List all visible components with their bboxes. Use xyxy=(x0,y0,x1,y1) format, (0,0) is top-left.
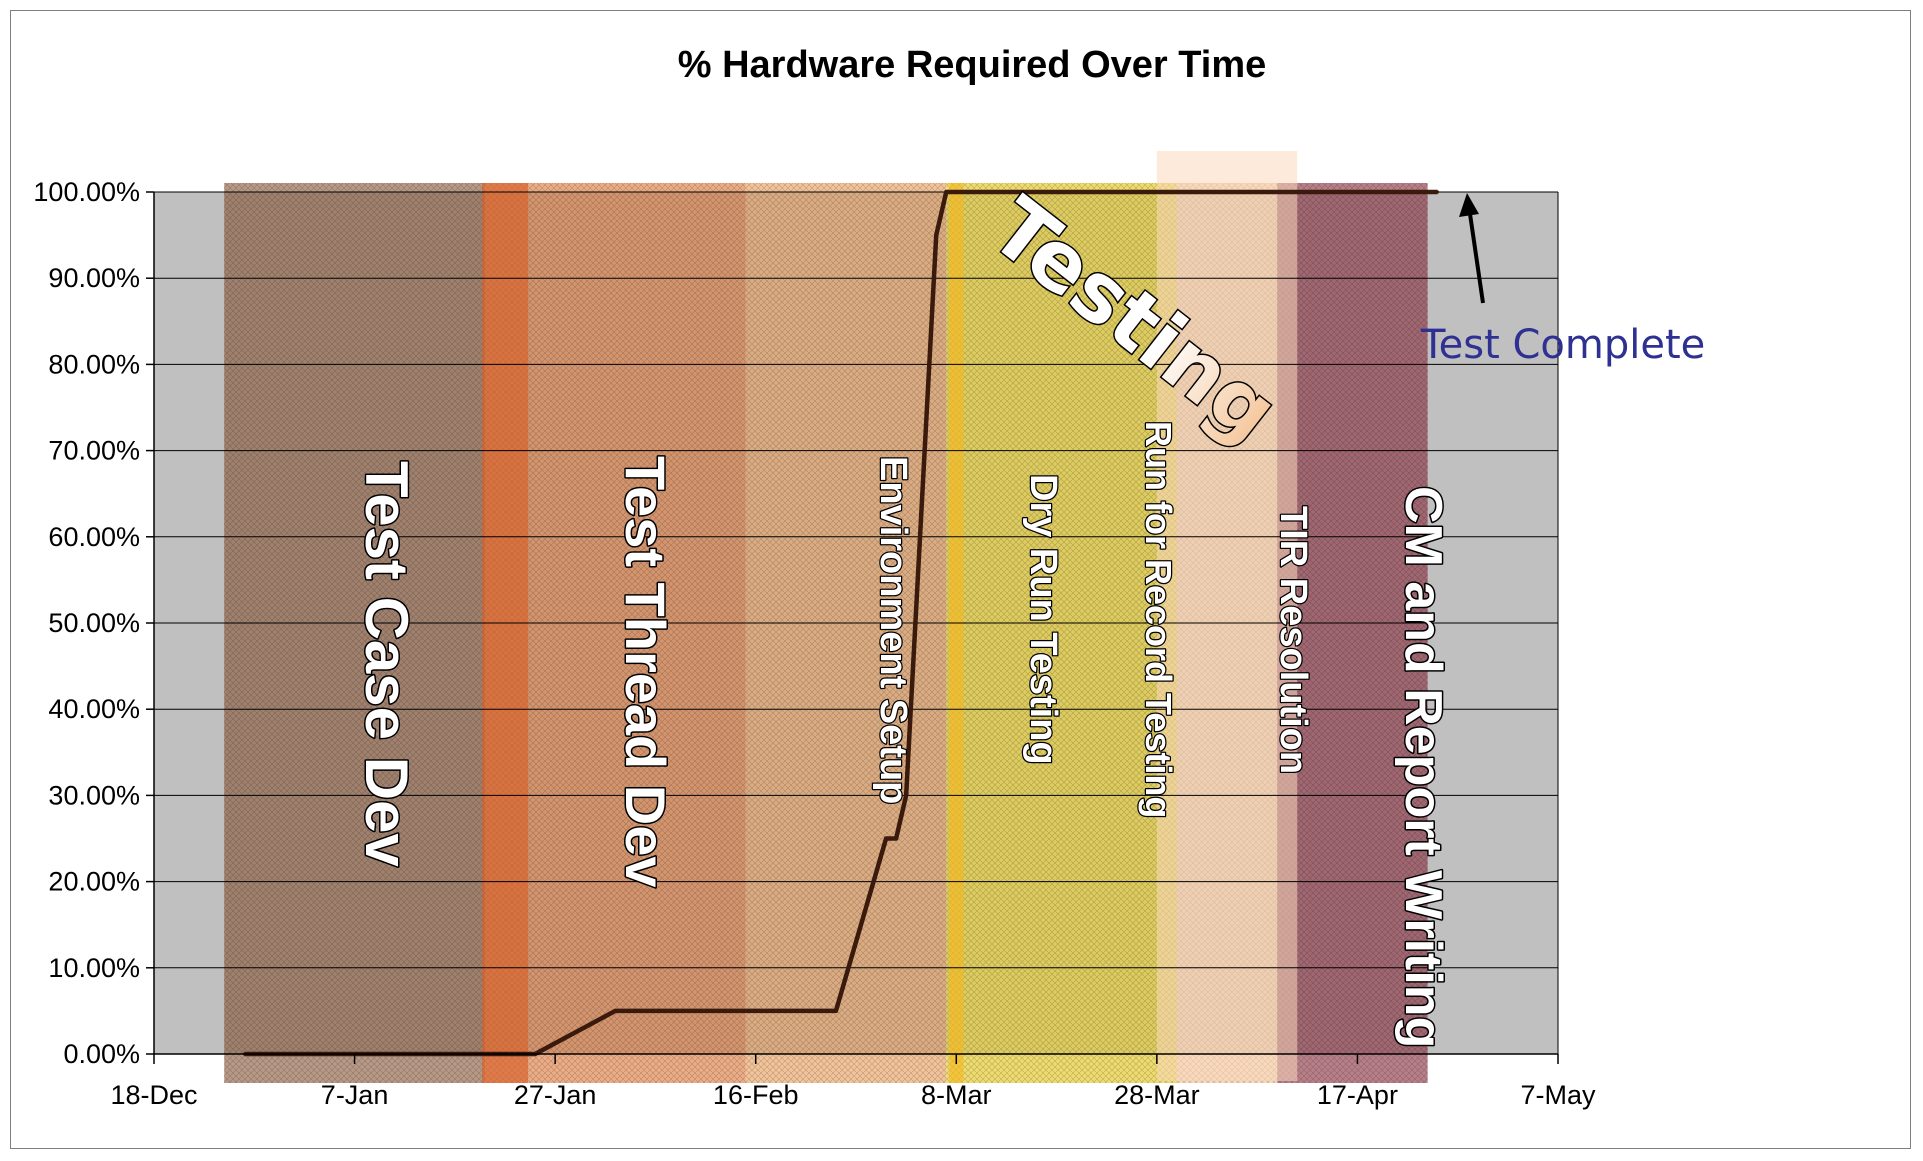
series-point xyxy=(944,190,948,194)
chart-title: % Hardware Required Over Time xyxy=(678,44,1267,86)
series-point xyxy=(834,1009,838,1013)
y-tick-label: 90.00% xyxy=(48,263,140,293)
x-tick-label: 18-Dec xyxy=(110,1080,197,1110)
x-tick-label: 16-Feb xyxy=(713,1080,799,1110)
phase-label-3: Dry Run Testing xyxy=(1022,474,1064,765)
axes: 0.00% 10.00% 20.00% 30.00% 40.00% 50.00% 60.00… xyxy=(33,177,1596,1110)
phase-boundary-strip-1 xyxy=(482,183,528,1083)
phase-band-texture-3 xyxy=(946,183,1177,1083)
phase-label-5: TIR Resolution xyxy=(1272,506,1314,774)
phase-label-2: Environment Setup xyxy=(872,456,914,804)
x-tick-label: 7-May xyxy=(1520,1080,1596,1110)
series-point xyxy=(884,837,888,840)
phase-bands xyxy=(224,151,1428,1083)
y-tick-label: 70.00% xyxy=(48,436,140,466)
phase-label-6: CM and Report Writing xyxy=(1394,486,1452,1048)
y-tick-label: 30.00% xyxy=(48,780,140,810)
hardware-chart: 0.00% 10.00% 20.00% 30.00% 40.00% 50.00% 60.00… xyxy=(33,44,1705,1110)
phase-band-texture-1 xyxy=(484,183,746,1083)
y-tick-label: 60.00% xyxy=(48,522,140,552)
tir-highlight xyxy=(1156,151,1298,1081)
y-tick-label: 50.00% xyxy=(48,608,140,638)
phase-label-4: Run for Record Testing xyxy=(1138,421,1179,818)
chart-frame: 0.00% 10.00% 20.00% 30.00% 40.00% 50.00% 60.00… xyxy=(10,10,1911,1149)
y-tick-label: 100.00% xyxy=(33,177,140,207)
series-point xyxy=(894,837,898,840)
series-point xyxy=(613,1009,617,1013)
phase-labels: Test Case Dev Test Thread Dev Environment … xyxy=(352,420,1454,1050)
y-tick-label: 20.00% xyxy=(48,867,140,897)
x-tick-label: 17-Apr xyxy=(1317,1080,1398,1110)
series-point xyxy=(934,233,938,237)
series-point xyxy=(904,793,908,797)
y-tick-label: 0.00% xyxy=(63,1039,140,1069)
y-tick-label: 40.00% xyxy=(48,694,140,724)
x-tick-label: 27-Jan xyxy=(514,1080,597,1110)
x-tick-label: 8-Mar xyxy=(921,1080,992,1110)
series-point xyxy=(1436,190,1440,194)
phase-band-texture-6 xyxy=(1277,183,1428,1083)
test-complete-arrowhead xyxy=(1459,193,1479,217)
x-tick-label: 28-Mar xyxy=(1114,1080,1200,1110)
y-tick-label: 80.00% xyxy=(48,349,140,379)
test-complete-label: Test Complete xyxy=(1420,322,1705,368)
series-line-0 xyxy=(244,189,1438,1057)
phase-label-0: Test Case Dev xyxy=(353,461,420,867)
y-tick-label: 10.00% xyxy=(48,953,140,983)
x-tick-label: 7-Jan xyxy=(321,1080,389,1110)
phase-band-texture-0 xyxy=(224,183,485,1083)
test-complete-arrow xyxy=(1467,206,1485,304)
phase-label-1: Test Thread Dev xyxy=(614,456,677,888)
phase-boundary-strip-2 xyxy=(949,183,964,1083)
